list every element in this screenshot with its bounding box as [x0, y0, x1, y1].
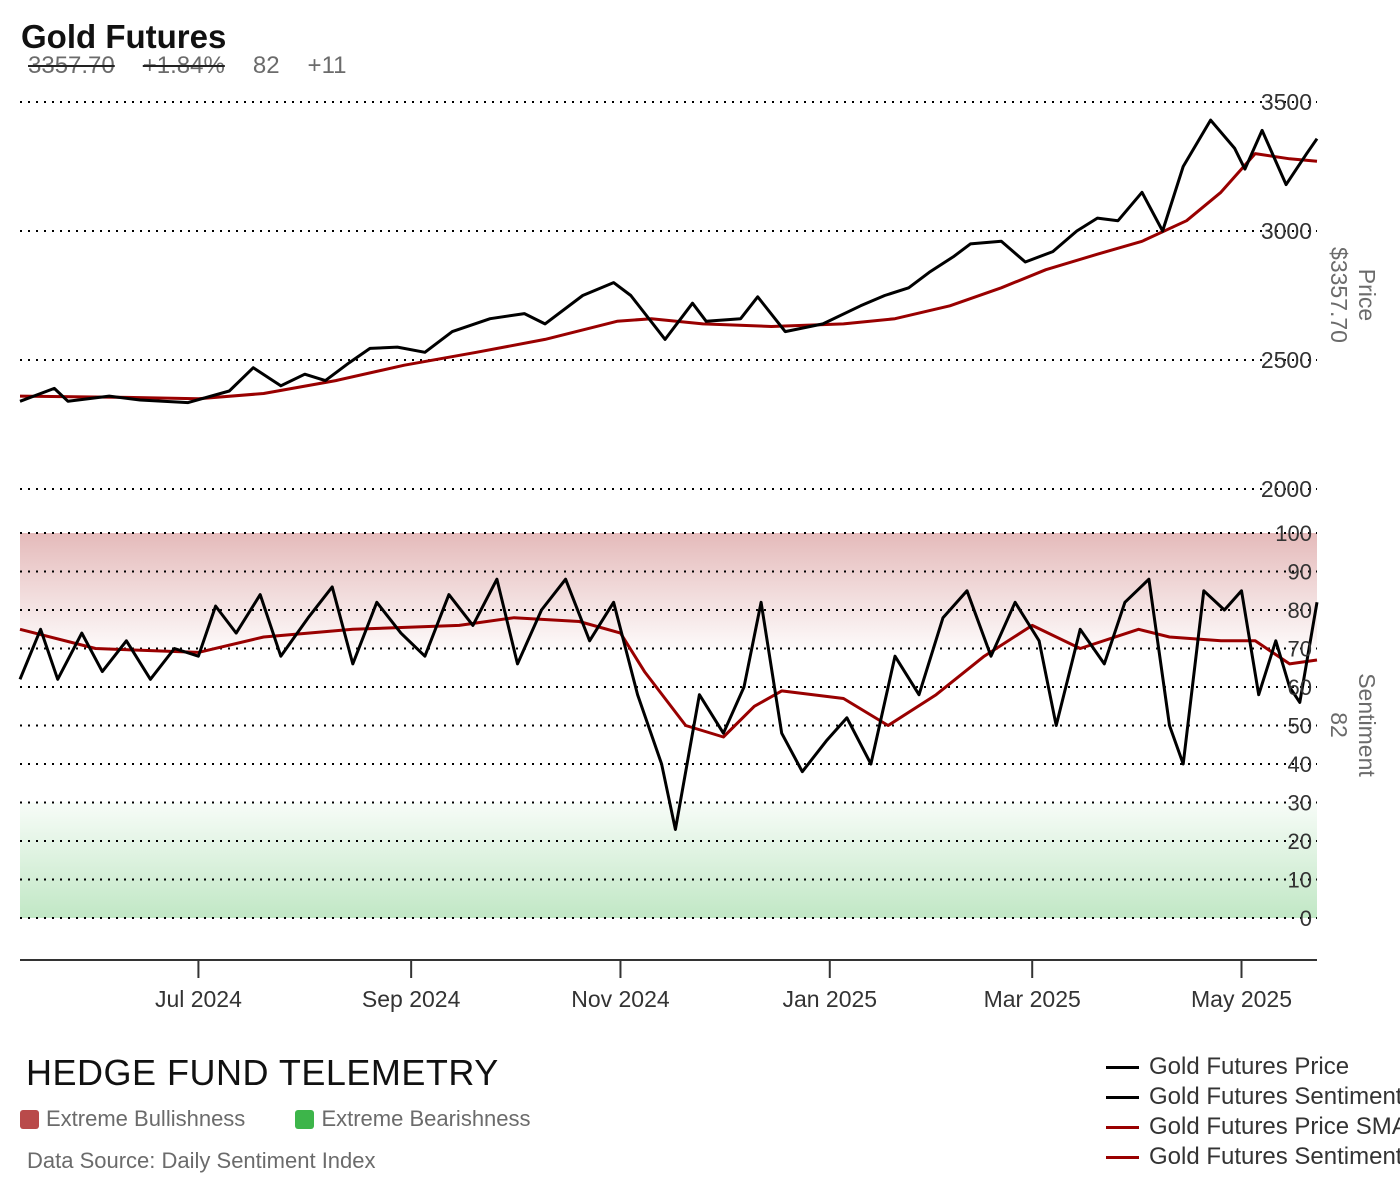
legend-label: Gold Futures Sentiment SMA: [1149, 1143, 1400, 1170]
legend-line: [1106, 1155, 1139, 1159]
sentiment-value: 82: [252, 52, 280, 79]
bull-swatch: [20, 1109, 39, 1129]
chart-title: Gold Futures: [21, 18, 227, 55]
x-tick-label: Sep 2024: [362, 986, 461, 1012]
price-line: [19, 118, 1319, 405]
x-tick-label: May 2025: [1191, 986, 1292, 1012]
sentiment-tick-label: 100: [1275, 521, 1312, 546]
legend-line: [1106, 1125, 1139, 1129]
sentiment-tick-label: 0: [1300, 906, 1312, 931]
legend-label: Gold Futures Price SMA: [1149, 1113, 1400, 1140]
bear-swatch: [295, 1109, 315, 1129]
price-tick-label: 2000: [1261, 476, 1312, 502]
brand-name: HEDGE FUND TELEMETRY: [26, 1052, 499, 1093]
header-stats: 3357.70 +1.84% 82 +11: [28, 52, 374, 80]
legend-item-sentiment[interactable]: Gold Futures Sentiment: [1106, 1082, 1400, 1112]
zone-legend-bull: Extreme Bullishness: [20, 1106, 245, 1132]
price-axis-label-line: Price: [1354, 269, 1380, 321]
x-tick-label: Jan 2025: [782, 986, 877, 1012]
last-price: 3357.70: [28, 52, 115, 79]
price-change: +1.84%: [142, 52, 225, 79]
sentiment-line: [18, 577, 1319, 831]
series-legend: Gold Futures Price Gold Futures Sentimen…: [1106, 1052, 1400, 1172]
legend-label: Gold Futures Price: [1149, 1053, 1350, 1080]
bull-zone: [20, 533, 1317, 649]
sentiment-tick-label: 90: [1288, 560, 1312, 585]
price-tick-label: 3500: [1261, 89, 1312, 115]
legend-line: [1106, 1095, 1139, 1099]
sentiment-sma-line: [19, 616, 1318, 739]
zone-legend-bear: Extreme Bearishness: [295, 1106, 531, 1132]
price-axis-label: Price$3357.70: [1326, 247, 1380, 343]
sentiment-tick-label: 30: [1288, 791, 1312, 816]
x-tick-label: Mar 2025: [984, 986, 1081, 1012]
price-axis-label-line: $3357.70: [1326, 247, 1352, 343]
sentiment-axis-label-line: 82: [1326, 712, 1352, 738]
price-tick-label: 2500: [1261, 347, 1312, 373]
sentiment-tick-label: 60: [1288, 675, 1312, 700]
legend-line: [1106, 1065, 1139, 1069]
legend-label: Gold Futures Sentiment: [1149, 1083, 1400, 1110]
sentiment-tick-label: 80: [1288, 598, 1312, 623]
zone-legend: Extreme Bullishness Extreme Bearishness: [20, 1106, 575, 1135]
x-tick-label: Jul 2024: [155, 986, 242, 1012]
legend-item-sentiment-sma[interactable]: Gold Futures Sentiment SMA: [1106, 1142, 1400, 1172]
legend-item-price[interactable]: Gold Futures Price: [1106, 1052, 1400, 1082]
sentiment-tick-label: 40: [1288, 752, 1312, 777]
bear-zone: [20, 802, 1317, 918]
bull-label: Extreme Bullishness: [46, 1106, 246, 1131]
sentiment-axis-label-line: Sentiment: [1354, 673, 1380, 777]
price-sma-line: [19, 152, 1318, 401]
sentiment-tick-label: 10: [1288, 868, 1312, 893]
sentiment-tick-label: 20: [1288, 829, 1312, 854]
bear-label: Extreme Bearishness: [321, 1106, 531, 1131]
sentiment-tick-label: 50: [1288, 714, 1312, 739]
sentiment-tick-label: 70: [1288, 637, 1312, 662]
sentiment-change: +11: [307, 52, 347, 79]
x-tick-label: Nov 2024: [571, 986, 670, 1012]
data-source: Data Source: Daily Sentiment Index: [27, 1148, 376, 1173]
legend-item-price-sma[interactable]: Gold Futures Price SMA: [1106, 1112, 1400, 1142]
price-tick-label: 3000: [1261, 218, 1312, 244]
